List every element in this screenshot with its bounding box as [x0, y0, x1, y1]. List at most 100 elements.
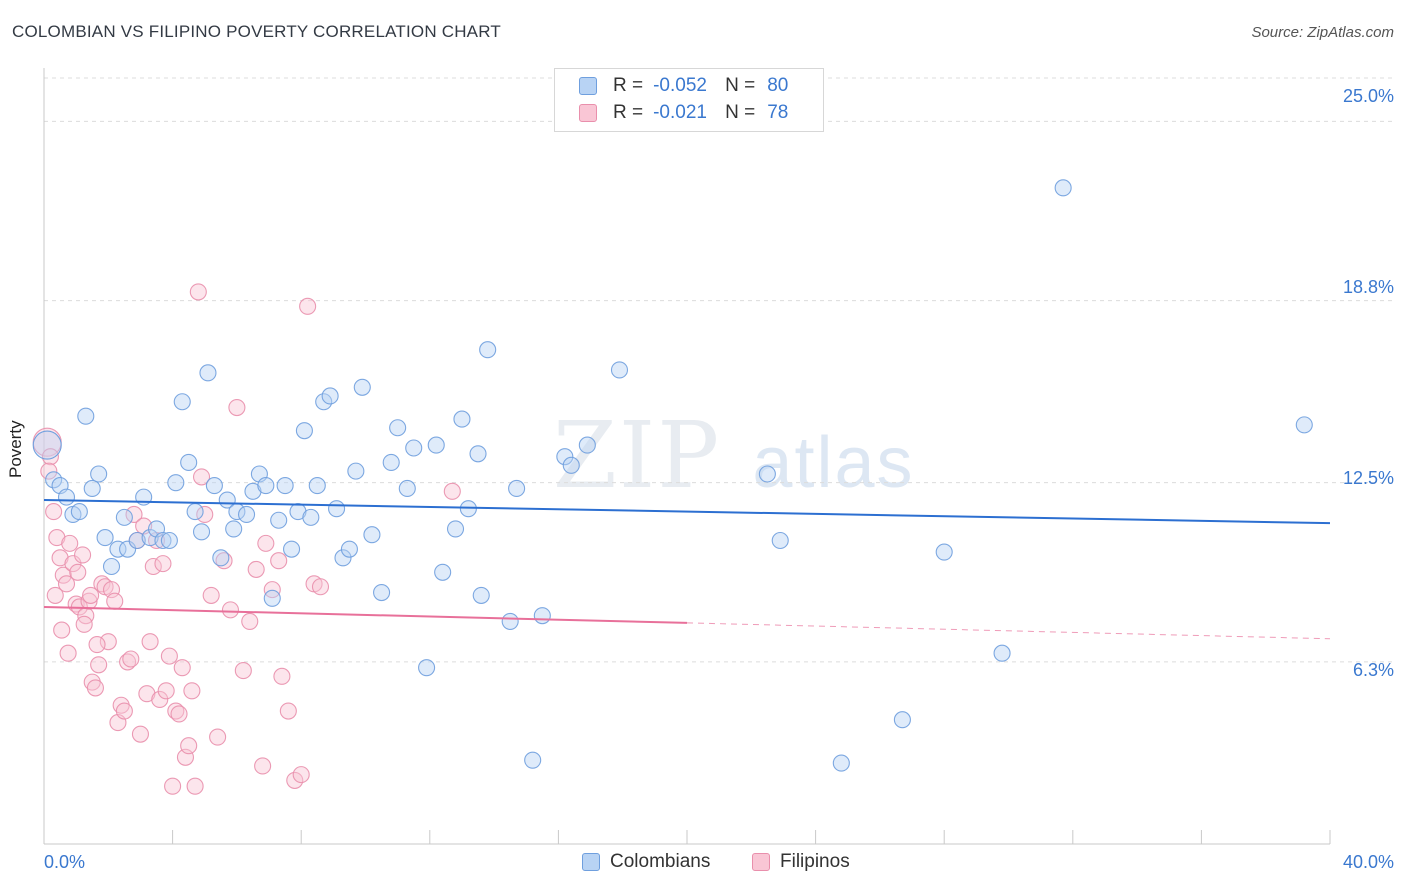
- data-point: [347, 462, 365, 480]
- legend-item-filipinos: Filipinos: [752, 851, 850, 873]
- filipinos-trend-line: [43, 605, 688, 624]
- data-point: [311, 578, 330, 596]
- legend-label: Filipinos: [780, 851, 850, 872]
- data-point: [215, 552, 233, 570]
- data-point: [469, 445, 487, 463]
- data-point: [273, 667, 291, 685]
- data-point: [279, 702, 297, 720]
- data-point: [302, 508, 320, 526]
- data-point: [196, 505, 214, 524]
- data-point: [556, 448, 574, 466]
- data-point: [69, 563, 87, 581]
- data-point: [102, 557, 121, 576]
- data-point: [418, 659, 436, 677]
- data-point: [771, 531, 789, 550]
- data-point: [340, 540, 358, 558]
- filipinos-trend-extension: [686, 622, 1331, 640]
- data-point: [64, 555, 82, 573]
- data-point: [209, 728, 227, 746]
- data-point: [893, 711, 911, 729]
- data-point: [1295, 416, 1313, 434]
- data-point: [434, 563, 452, 581]
- data-point: [40, 462, 58, 480]
- data-point: [334, 549, 352, 567]
- data-point: [247, 560, 265, 578]
- data-point: [382, 453, 400, 471]
- n-label: N =: [725, 102, 756, 123]
- data-point: [183, 682, 201, 700]
- data-point: [263, 589, 281, 607]
- data-point: [263, 581, 281, 599]
- y-tick-label: 6.3%: [1352, 660, 1394, 680]
- x-axis-max-label: 40.0%: [1342, 852, 1394, 872]
- data-point: [90, 656, 108, 674]
- y-tick-label: 25.0%: [1342, 86, 1394, 106]
- data-point: [398, 479, 416, 498]
- data-point: [32, 430, 62, 460]
- data-point: [77, 407, 95, 425]
- data-point: [276, 477, 294, 495]
- r-value: -0.052: [653, 75, 707, 96]
- data-point: [212, 549, 230, 567]
- data-point: [405, 439, 423, 457]
- watermark-zip: ZIP: [553, 402, 722, 509]
- data-point: [353, 378, 371, 396]
- y-axis-label: Poverty: [6, 420, 25, 478]
- data-point: [189, 283, 207, 301]
- data-point: [389, 419, 407, 437]
- colombians-points: [32, 179, 1313, 772]
- blue-swatch-icon: [582, 853, 600, 871]
- data-point: [363, 526, 381, 544]
- data-point: [144, 557, 162, 576]
- blue-swatch-icon: [579, 77, 597, 95]
- data-point: [99, 633, 117, 651]
- data-point: [270, 552, 288, 570]
- data-point: [524, 751, 542, 769]
- data-point: [199, 364, 217, 382]
- data-point: [299, 297, 317, 315]
- data-point: [328, 500, 346, 518]
- data-point: [74, 546, 92, 564]
- data-point: [533, 607, 551, 625]
- data-point: [70, 503, 88, 521]
- r-value: -0.021: [653, 102, 707, 123]
- data-point: [254, 757, 272, 775]
- data-point: [758, 465, 776, 483]
- data-point: [610, 361, 629, 379]
- data-point: [57, 488, 76, 506]
- legend-label: Colombians: [610, 851, 711, 872]
- data-point: [45, 471, 63, 489]
- y-tick-label: 18.8%: [1342, 277, 1394, 297]
- data-point: [241, 612, 259, 630]
- data-point: [373, 583, 391, 602]
- legend-row-colombians: R = -0.052 N = 80: [579, 73, 788, 99]
- data-point: [173, 393, 191, 411]
- data-point: [93, 575, 111, 593]
- data-point: [225, 520, 243, 538]
- data-point: [508, 479, 526, 498]
- data-point: [295, 422, 313, 440]
- y-tick-label: 12.5%: [1342, 468, 1394, 488]
- data-point: [578, 436, 596, 454]
- data-point: [90, 465, 108, 483]
- data-point: [119, 653, 137, 671]
- data-point: [270, 511, 288, 529]
- filipinos-points: [32, 283, 461, 795]
- data-point: [154, 555, 172, 573]
- data-point: [80, 592, 98, 610]
- data-point: [935, 543, 953, 561]
- chart-title: COLOMBIAN VS FILIPINO POVERTY CORRELATIO…: [12, 22, 501, 41]
- data-point: [82, 586, 100, 604]
- series-legend: Colombians Filipinos: [0, 851, 1406, 877]
- data-point: [321, 387, 339, 405]
- source-label: Source: ZipAtlas.com: [1251, 24, 1394, 41]
- data-point: [59, 644, 77, 662]
- data-point: [86, 679, 104, 697]
- data-point: [122, 650, 140, 668]
- data-point: [202, 586, 220, 604]
- data-point: [292, 766, 310, 784]
- pink-swatch-icon: [752, 853, 770, 871]
- data-point: [106, 592, 124, 610]
- data-point: [315, 393, 333, 411]
